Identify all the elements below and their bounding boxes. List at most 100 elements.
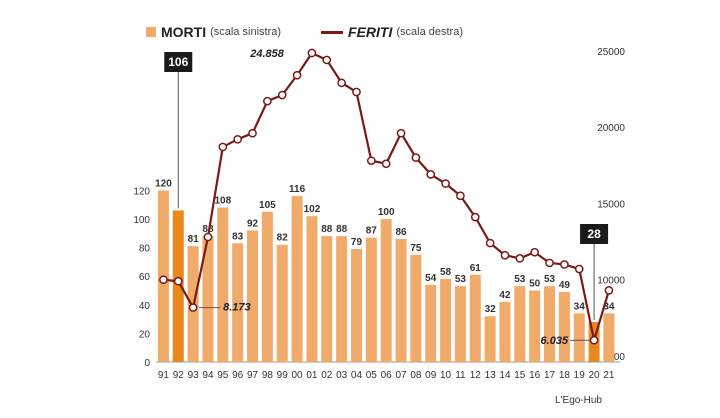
bar-value-label: 83 [232,231,244,242]
bar-morti [454,286,466,362]
callout-box [580,224,609,244]
point-feriti [248,128,257,138]
bar-morti [395,239,407,362]
bar-value-label: 53 [455,274,467,285]
bar-morti [306,216,318,362]
y-right-tick: 25000 [597,47,625,58]
point-feriti [411,153,421,162]
point-feriti [396,128,406,138]
point-feriti [485,238,495,248]
x-tick-label: 95 [217,370,229,381]
x-tick-label: 08 [410,370,422,381]
bar-value-label: 116 [289,184,306,195]
bar-morti [350,249,362,362]
x-tick-label: 10 [440,370,452,381]
bar-value-label: 87 [366,226,378,237]
callout-box [164,52,193,72]
bar-morti [603,313,615,362]
point-feriti [263,96,272,106]
bar-value-label: 105 [259,200,276,211]
feriti-20-label: 6.035 [541,335,569,347]
point-feriti [470,212,480,222]
x-tick-label: 14 [499,370,511,381]
x-tick-label: 99 [277,370,289,381]
y-left-tick: 0 [144,358,150,369]
point-feriti [159,275,168,285]
x-tick-label: 18 [559,370,571,381]
x-tick-label: 06 [381,370,393,381]
point-feriti [604,286,614,295]
point-feriti [277,90,287,100]
point-feriti [589,335,599,345]
y-right-tick: 10000 [597,276,625,287]
y-left-tick: 100 [133,215,150,226]
y-left-tick: 80 [139,244,151,255]
bar-value-label: 75 [410,243,422,254]
x-tick-label: 07 [395,370,407,381]
point-feriti [188,303,198,312]
bar-morti [291,196,303,362]
point-feriti [173,276,183,286]
point-feriti [441,179,450,188]
x-tick-label: 13 [485,370,497,381]
y-left-tick: 40 [139,301,151,312]
x-tick-label: 19 [574,370,586,381]
bar-morti [529,290,541,362]
x-tick-label: 05 [366,370,378,381]
x-tick-label: 96 [232,370,244,381]
y-left-tick: 60 [139,272,151,283]
bar-value-label: 49 [559,280,571,291]
x-tick-label: 91 [158,370,170,381]
bar-morti [499,301,511,362]
bar-morti [410,254,422,362]
x-tick-label: 00 [292,370,304,381]
bar-morti [514,286,526,362]
bar-value-label: 58 [440,267,452,278]
bar-morti [440,279,452,362]
x-tick-label: 12 [470,370,482,381]
bar-morti [544,286,556,362]
bar-value-label: 120 [155,178,172,189]
bar-value-label: 86 [395,227,407,238]
point-feriti [337,78,346,88]
bar-morti [558,291,570,362]
point-feriti [545,258,554,268]
point-feriti [292,70,302,80]
x-tick-label: 15 [514,370,526,381]
point-feriti [560,260,569,269]
point-feriti [574,264,584,274]
point-feriti [352,87,361,97]
bar-value-label: 81 [188,234,200,245]
legend: MORTI (scala sinistra) FERITI (scala des… [146,24,503,40]
legend-feriti-note: (scala destra) [396,26,463,38]
x-tick-label: 11 [455,370,466,381]
bar-morti [469,274,481,362]
point-feriti [203,232,213,242]
x-tick-label: 21 [603,370,615,381]
y-left-tick: 20 [139,329,151,340]
point-feriti [500,250,510,260]
y-right-tick: 20000 [597,123,625,134]
bar-value-label: 53 [544,274,556,285]
legend-feriti-label: FERITI [348,24,393,40]
bar-value-label: 34 [574,301,586,312]
x-tick-label: 98 [262,370,274,381]
point-feriti [218,142,228,152]
x-tick-label: 97 [247,370,259,381]
bar-morti [202,236,214,362]
bar-value-label: 92 [247,218,259,229]
x-tick-label: 20 [589,370,601,381]
bar-value-label: 100 [378,207,395,218]
legend-morti-note: (scala sinistra) [210,26,282,38]
bar-value-label: 53 [514,274,526,285]
bar-value-label: 102 [304,204,321,215]
bar-morti [380,219,392,362]
x-tick-label: 94 [202,370,214,381]
bar-value-label: 42 [499,290,511,301]
point-feriti [322,55,332,65]
y-right-tick: 15000 [597,199,625,210]
x-tick-label: 92 [173,370,185,381]
bar-morti [172,210,184,362]
point-feriti [426,170,436,179]
bar-value-label: 54 [425,273,437,284]
